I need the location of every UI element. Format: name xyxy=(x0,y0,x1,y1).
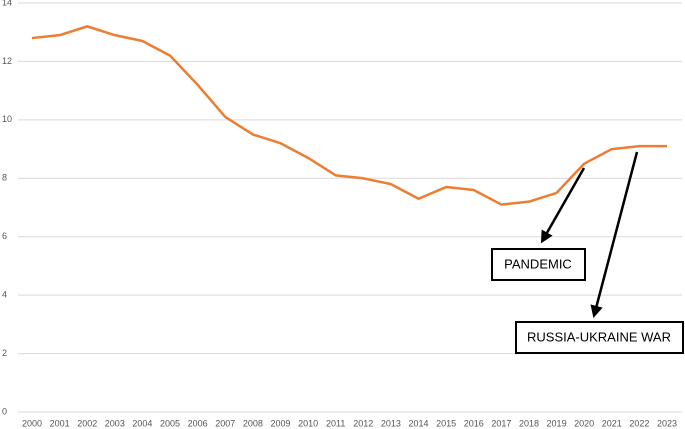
y-tick-label: 2 xyxy=(2,348,7,358)
x-tick-label: 2012 xyxy=(353,418,373,428)
y-tick-label: 10 xyxy=(2,114,12,124)
x-tick-label: 2011 xyxy=(326,418,345,428)
x-tick-label: 2010 xyxy=(298,418,318,428)
x-tick-label: 2016 xyxy=(464,418,484,428)
x-tick-label: 2000 xyxy=(22,418,42,428)
x-tick-label: 2017 xyxy=(491,418,511,428)
annotation-box xyxy=(491,248,586,281)
x-tick-label: 2008 xyxy=(243,418,263,428)
x-tick-label: 2022 xyxy=(629,418,649,428)
x-tick-label: 2006 xyxy=(188,418,208,428)
y-tick-label: 14 xyxy=(2,0,12,7)
x-tick-label: 2018 xyxy=(519,418,539,428)
x-tick-label: 2023 xyxy=(657,418,677,428)
x-tick-label: 2019 xyxy=(547,418,567,428)
x-tick-label: 2003 xyxy=(105,418,125,428)
x-tick-label: 2002 xyxy=(77,418,97,428)
x-tick-label: 2014 xyxy=(409,418,429,428)
y-tick-label: 8 xyxy=(2,173,7,183)
annotation: PANDEMIC xyxy=(504,256,572,271)
x-tick-label: 2021 xyxy=(602,418,622,428)
x-tick-label: 2009 xyxy=(270,418,290,428)
x-tick-label: 2013 xyxy=(381,418,401,428)
x-tick-label: 2005 xyxy=(160,418,180,428)
x-tick-label: 2015 xyxy=(436,418,456,428)
series-line xyxy=(31,25,667,206)
arrow xyxy=(540,167,586,244)
y-tick-label: 0 xyxy=(2,406,7,416)
x-tick-label: 2020 xyxy=(574,418,594,428)
annotation: RUSSIA-UKRAINE WAR xyxy=(527,329,671,344)
y-tick-label: 4 xyxy=(2,290,7,300)
arrow xyxy=(590,151,639,319)
x-tick-label: 2007 xyxy=(215,418,235,428)
y-tick-label: 12 xyxy=(2,56,12,66)
x-tick-label: 2004 xyxy=(132,418,152,428)
annotation-box xyxy=(515,321,684,354)
y-tick-label: 6 xyxy=(2,231,7,241)
x-tick-label: 2001 xyxy=(50,418,70,428)
